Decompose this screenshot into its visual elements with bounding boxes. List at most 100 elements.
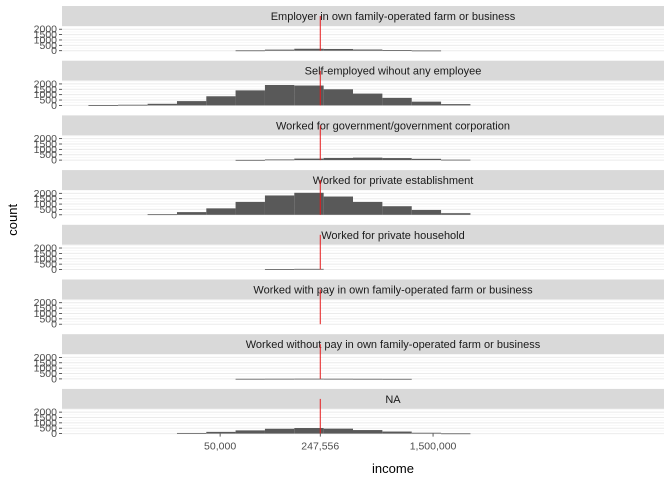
histogram-bar	[206, 431, 236, 434]
histogram-bar	[382, 50, 412, 51]
x-tick-label: 50,000	[204, 441, 236, 453]
histogram-bar	[382, 97, 412, 106]
histogram-bar	[411, 158, 442, 161]
histogram-bar	[441, 433, 471, 435]
y-tick-label: 1500	[34, 303, 58, 315]
histogram-bar	[382, 378, 412, 380]
y-tick-label: 0	[51, 155, 57, 167]
facet-panel: Worked with pay in own family-operated f…	[34, 279, 664, 331]
panel-background	[62, 26, 664, 51]
histogram-bar	[235, 201, 265, 215]
histogram-bar	[441, 104, 471, 106]
facet-strip	[62, 115, 664, 136]
histogram-bar	[264, 84, 295, 106]
y-tick-label: 1000	[34, 89, 58, 101]
histogram-bar	[294, 428, 324, 434]
facet-strip-label: Worked for private household	[321, 230, 465, 242]
histogram-bar	[294, 192, 324, 215]
x-tick-label: 1,500,000	[410, 441, 457, 453]
histogram-bar	[264, 195, 295, 215]
x-axis-title: income	[372, 461, 414, 476]
facet-strip-label: Self-employed wihout any employee	[305, 66, 482, 78]
y-tick-label: 0	[51, 319, 57, 331]
y-tick-label: 1500	[34, 138, 58, 150]
y-tick-label: 2000	[34, 243, 58, 255]
y-tick-label: 2000	[34, 188, 58, 200]
histogram-bar	[323, 89, 354, 106]
histogram-bar	[235, 90, 265, 106]
facet-strip	[62, 279, 664, 300]
y-tick-label: 0	[51, 264, 57, 276]
histogram-bar	[294, 268, 324, 270]
y-tick-label: 1000	[34, 308, 58, 320]
y-tick-label: 500	[39, 95, 57, 107]
histogram-bar	[294, 378, 324, 380]
histogram-bar	[176, 101, 207, 106]
histogram-bar	[353, 49, 383, 51]
y-tick-label: 0	[51, 209, 57, 221]
histogram-bar	[353, 93, 383, 106]
histogram-bar	[411, 209, 442, 215]
histogram-bar	[206, 96, 236, 106]
y-tick-label: 2000	[34, 133, 58, 145]
histogram-bar	[264, 378, 295, 380]
facet-panel: Worked for government/government corpora…	[34, 115, 664, 167]
panel-background	[62, 354, 664, 379]
y-axis-title: count	[5, 204, 20, 236]
histogram-bar	[264, 159, 295, 161]
histogram-bar	[382, 431, 412, 434]
histogram-bar	[264, 428, 295, 434]
y-tick-label: 2000	[34, 24, 58, 36]
y-tick-label: 2000	[34, 297, 58, 309]
y-tick-label: 0	[51, 100, 57, 112]
facet-panel: Self-employed wihout any employee 0500100…	[34, 60, 664, 112]
facet-strip-label: Worked without pay in own family-operate…	[246, 339, 541, 351]
histogram-bar	[441, 159, 471, 161]
y-tick-label: 500	[39, 259, 57, 271]
y-tick-label: 1000	[34, 363, 58, 375]
facet-strip-label: Worked with pay in own family-operated f…	[253, 285, 533, 297]
facet-strip-label: NA	[385, 394, 401, 406]
y-tick-label: 500	[39, 313, 57, 325]
y-tick-label: 1000	[34, 253, 58, 265]
y-tick-label: 1500	[34, 29, 58, 41]
histogram-bar	[294, 48, 324, 51]
histogram-bar	[353, 430, 383, 434]
panel-background	[62, 135, 664, 161]
facet-panel: Employer in own family-operated farm or …	[34, 6, 664, 57]
y-tick-label: 0	[51, 428, 57, 440]
histogram-bar	[264, 269, 295, 270]
histogram-bar	[353, 378, 383, 380]
y-tick-label: 2000	[34, 352, 58, 364]
y-tick-label: 0	[51, 45, 57, 57]
histogram-bar	[323, 48, 354, 51]
y-tick-label: 500	[39, 204, 57, 216]
y-tick-label: 500	[39, 423, 57, 435]
facet-panel: Worked without pay in own family-operate…	[34, 334, 664, 385]
histogram-bar	[176, 432, 207, 434]
y-tick-label: 1000	[34, 34, 58, 46]
y-tick-label: 0	[51, 373, 57, 385]
x-tick-label: 247,556	[301, 441, 339, 453]
panel-background	[62, 299, 664, 325]
y-tick-label: 1500	[34, 357, 58, 369]
facet-strip	[62, 6, 664, 26]
y-tick-label: 500	[39, 40, 57, 52]
histogram-bar	[88, 105, 119, 106]
histogram-bar	[176, 212, 207, 215]
histogram-bar	[118, 104, 148, 106]
histogram-bar	[353, 201, 383, 215]
histogram-bar	[382, 206, 412, 215]
facet-strip	[62, 60, 664, 81]
y-tick-label: 1000	[34, 199, 58, 211]
y-tick-label: 500	[39, 368, 57, 380]
facet-strip-label: Worked for private establishment	[313, 175, 474, 187]
histogram-bar	[206, 208, 236, 215]
histogram-bar	[235, 50, 265, 52]
histogram-bar	[411, 50, 442, 52]
histogram-bar	[235, 159, 265, 161]
panel-background	[62, 244, 664, 270]
histogram-bar	[235, 430, 265, 434]
